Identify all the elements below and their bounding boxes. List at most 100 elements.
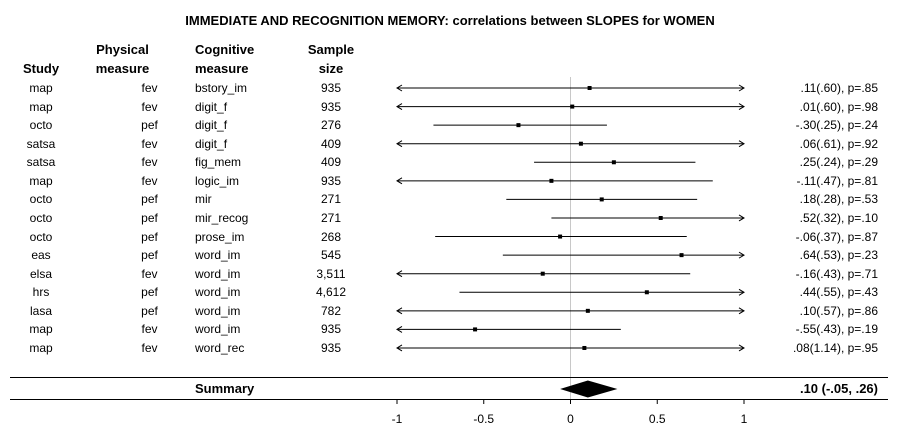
cognitive-measure-cell: digit_f [195, 136, 228, 151]
estimate-text-cell: .52(.32), p=.10 [799, 210, 878, 225]
cognitive-measure-cell: prose_im [195, 229, 245, 244]
study-cell: map [29, 173, 53, 188]
x-tick-label: 0 [567, 412, 574, 426]
study-cell: lasa [29, 303, 52, 318]
table-row: map fev word_im 935 -.55(.43), p=.19 [0, 320, 900, 338]
table-row: map fev bstory_im 935 .11(.60), p=.85 [0, 79, 900, 97]
estimate-text-cell: .44(.55), p=.43 [799, 285, 878, 300]
study-cell: octo [29, 118, 53, 133]
ci-arrow-left [396, 325, 403, 333]
point-estimate [570, 104, 575, 109]
estimate-text-cell: .08(1.14), p=.95 [792, 340, 878, 355]
sample-size-cell: 276 [320, 118, 342, 133]
ci-arrow-left [396, 307, 403, 315]
table-row: map fev digit_f 935 .01(.60), p=.98 [0, 98, 900, 116]
summary-label: Summary [195, 381, 255, 396]
cognitive-measure-cell: fig_mem [195, 155, 242, 170]
sample-size-cell: 782 [320, 303, 342, 318]
point-estimate [644, 290, 649, 295]
study-cell: octo [29, 210, 53, 225]
cognitive-measure-cell: word_im [195, 322, 241, 337]
table-row: map fev word_rec 935 .08(1.14), p=.95 [0, 339, 900, 357]
table-row: hrs pef word_im 4,612 .44(.55), p=.43 [0, 283, 900, 301]
table-row: satsa fev fig_mem 409 .25(.24), p=.29 [0, 153, 900, 171]
header-physical-line2: measure [95, 61, 150, 76]
estimate-text-cell: .25(.24), p=.29 [799, 155, 878, 170]
point-estimate [585, 308, 590, 313]
table-row: elsa fev word_im 3,511 -.16(.43), p=.71 [0, 265, 900, 283]
sample-size-cell: 935 [320, 99, 342, 114]
physical-measure-cell: fev [141, 322, 158, 337]
sample-size-cell: 545 [320, 248, 342, 263]
point-estimate [587, 86, 592, 90]
cognitive-measure-cell: word_im [195, 285, 241, 300]
estimate-text-cell: .18(.28), p=.53 [799, 192, 878, 207]
physical-measure-cell: pef [141, 248, 158, 263]
physical-measure-cell: pef [141, 210, 158, 225]
sample-size-cell: 409 [320, 136, 342, 151]
ci-arrow-left [396, 84, 403, 92]
summary-diamond [560, 380, 618, 398]
table-row: eas pef word_im 545 .64(.53), p=.23 [0, 246, 900, 264]
point-estimate [611, 160, 616, 165]
header-study: Study [22, 61, 60, 76]
study-cell: map [29, 322, 53, 337]
physical-measure-cell: pef [141, 192, 158, 207]
point-estimate [658, 215, 663, 220]
cognitive-measure-cell: word_im [195, 248, 241, 263]
ci-arrow-right [738, 288, 745, 296]
sample-size-cell: 271 [320, 210, 342, 225]
study-cell: hrs [32, 285, 50, 300]
ci-arrow-right [738, 84, 745, 92]
cognitive-measure-cell: logic_im [195, 173, 240, 188]
header-sample-line1: Sample [307, 42, 355, 57]
sample-size-cell: 935 [320, 173, 342, 188]
cognitive-measure-cell: mir_recog [195, 210, 249, 225]
ci-arrow-right [738, 344, 745, 352]
study-cell: eas [31, 248, 51, 263]
table-row: octo pef mir 271 .18(.28), p=.53 [0, 190, 900, 208]
cognitive-measure-cell: word_rec [195, 340, 245, 355]
summary-ci-text: .10 (-.05, .26) [799, 381, 878, 396]
study-cell: map [29, 81, 53, 95]
physical-measure-cell: fev [141, 340, 158, 355]
cognitive-measure-cell: digit_f [195, 99, 228, 114]
sample-size-cell: 409 [320, 155, 342, 170]
ci-arrow-right [738, 307, 745, 315]
estimate-text-cell: -.30(.25), p=.24 [795, 118, 878, 133]
table-row: octo pef digit_f 276 -.30(.25), p=.24 [0, 116, 900, 134]
sample-size-cell: 935 [320, 322, 342, 337]
study-cell: map [29, 340, 53, 355]
physical-measure-cell: pef [141, 285, 158, 300]
ci-arrow-left [396, 103, 403, 110]
table-row: map fev logic_im 935 -.11(.47), p=.81 [0, 172, 900, 190]
study-cell: map [29, 99, 53, 114]
point-estimate [599, 197, 604, 202]
ci-arrow-right [738, 103, 745, 110]
estimate-text-cell: -.11(.47), p=.81 [796, 173, 879, 188]
sample-size-cell: 4,612 [315, 285, 347, 300]
point-estimate [516, 123, 521, 128]
estimate-text-cell: -.55(.43), p=.19 [795, 322, 878, 337]
header-sample-line2: size [318, 61, 344, 76]
cognitive-measure-cell: word_im [195, 303, 241, 318]
ci-arrow-right [738, 214, 745, 222]
ci-arrow-left [396, 270, 403, 278]
estimate-text-cell: -.06(.37), p=.87 [795, 229, 878, 244]
physical-measure-cell: pef [141, 303, 158, 318]
point-estimate [473, 327, 478, 332]
ci-arrow-left [396, 140, 403, 148]
sample-size-cell: 935 [320, 81, 342, 95]
sample-size-cell: 271 [320, 192, 342, 207]
point-estimate [540, 271, 545, 276]
physical-measure-cell: fev [141, 136, 158, 151]
physical-measure-cell: pef [141, 229, 158, 244]
cognitive-measure-cell: mir [195, 192, 212, 207]
physical-measure-cell: fev [141, 81, 158, 95]
estimate-text-cell: -.16(.43), p=.71 [795, 266, 878, 281]
table-row: octo pef prose_im 268 -.06(.37), p=.87 [0, 228, 900, 246]
physical-measure-cell: fev [141, 173, 158, 188]
point-estimate [549, 178, 554, 183]
estimate-text-cell: .64(.53), p=.23 [799, 248, 878, 263]
